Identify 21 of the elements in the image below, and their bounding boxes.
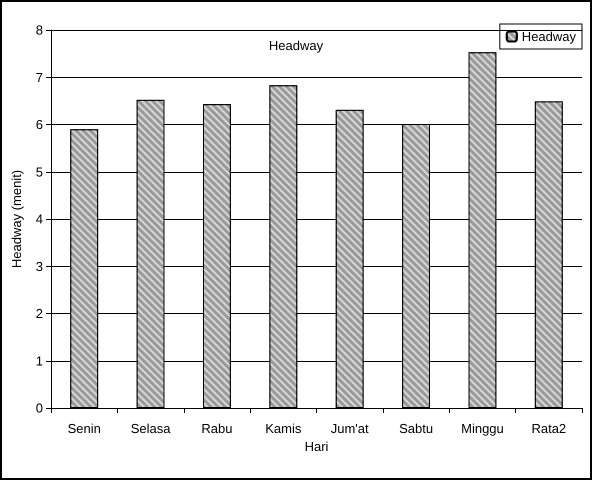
- y-tick-label: 1: [36, 353, 43, 368]
- legend-label: Headway: [522, 29, 576, 44]
- x-tick-label: Rabu: [201, 421, 232, 436]
- y-tick-label: 6: [36, 117, 43, 132]
- x-tick-label: Minggu: [461, 421, 504, 436]
- x-tick-label: Rata2: [531, 421, 566, 436]
- y-axis-title: Headway (menit): [9, 170, 24, 268]
- x-tick-label: Sabtu: [399, 421, 434, 436]
- y-tick-label: 3: [36, 258, 43, 274]
- y-tick-label: 0: [36, 400, 43, 416]
- x-tick-label: Kamis: [265, 421, 302, 436]
- y-tick-label: 7: [36, 70, 43, 85]
- y-tick-label: 2: [36, 306, 43, 321]
- x-axis-title: Hari: [304, 438, 329, 454]
- y-tick-label: 4: [36, 212, 43, 226]
- x-tick-label: Jum'at: [330, 421, 370, 436]
- text: Headway: [268, 38, 324, 53]
- x-tick-label: Senin: [68, 421, 101, 436]
- y-tick-label: 8: [36, 22, 43, 38]
- y-tick-label: 5: [36, 164, 43, 180]
- x-tick-label: Selasa: [130, 421, 172, 436]
